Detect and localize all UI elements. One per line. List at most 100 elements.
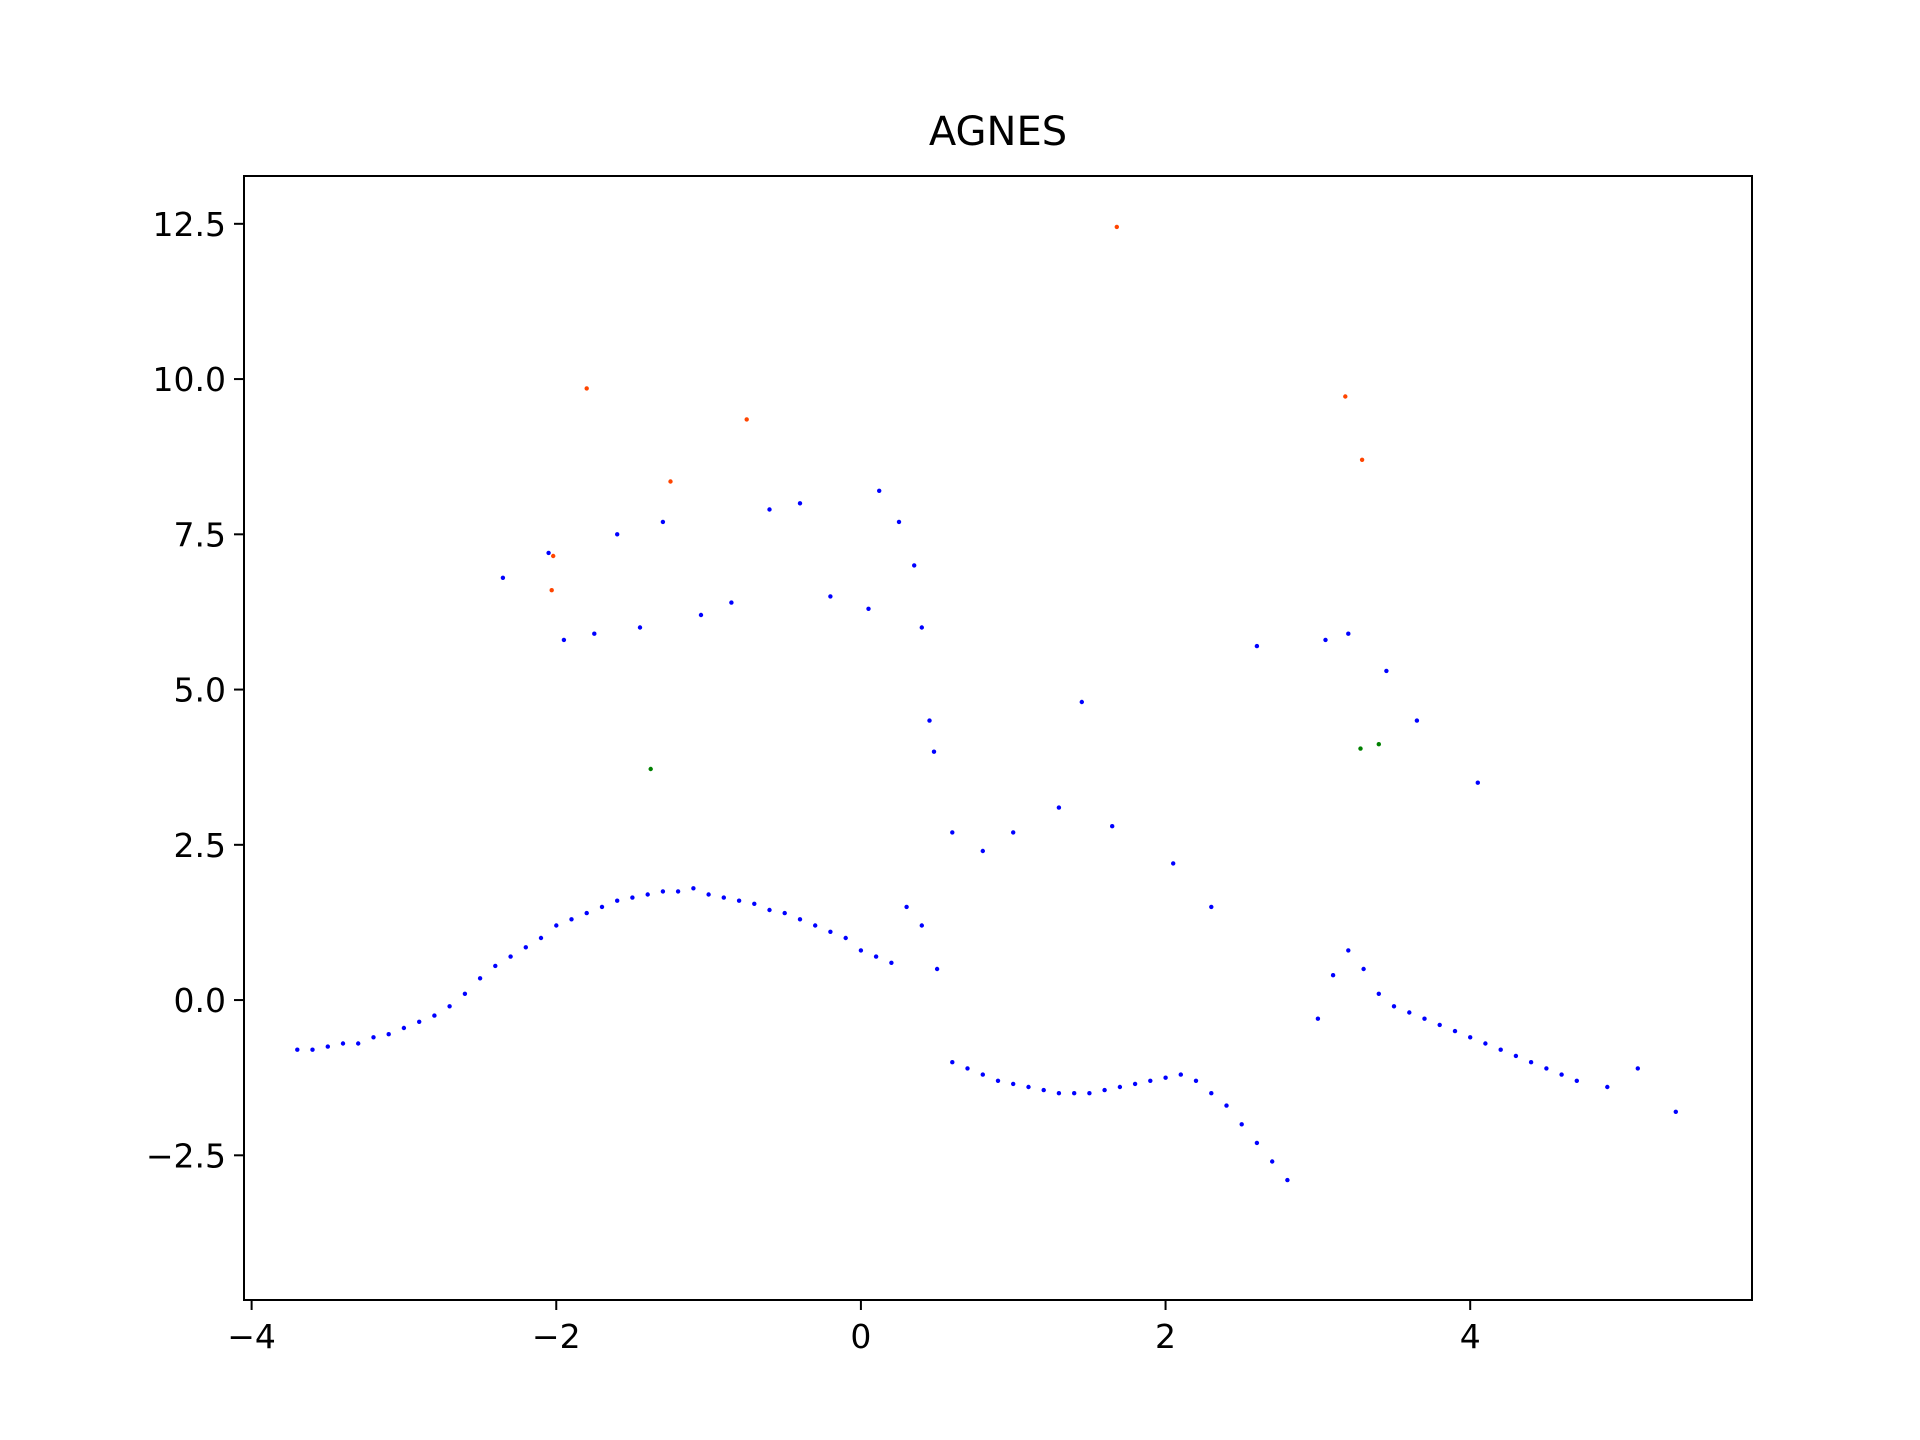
x-axis: −4 −2 0 2 4 <box>227 1300 1481 1356</box>
data-point <box>549 588 554 593</box>
data-point <box>386 1032 391 1037</box>
data-point <box>1056 805 1062 810</box>
data-point <box>675 889 681 894</box>
data-point <box>561 637 567 643</box>
data-point <box>660 889 666 894</box>
y-tick-label: 2.5 <box>174 826 226 865</box>
data-point <box>1407 1010 1412 1015</box>
data-point <box>1483 1041 1488 1046</box>
data-point <box>630 895 635 900</box>
data-point <box>1102 1087 1107 1093</box>
data-point <box>858 948 864 953</box>
data-point <box>950 1060 955 1065</box>
data-point <box>615 532 620 537</box>
y-tick-label: 5.0 <box>174 671 226 710</box>
x-tick-label: −4 <box>227 1317 276 1356</box>
data-point <box>797 917 803 922</box>
data-point <box>919 625 924 630</box>
data-point <box>1163 1075 1168 1080</box>
data-point <box>950 830 955 835</box>
data-point <box>721 895 726 900</box>
data-point <box>1498 1047 1503 1052</box>
x-tick-label: 2 <box>1155 1317 1176 1356</box>
y-tick-label: −2.5 <box>146 1136 226 1175</box>
data-point <box>843 935 848 941</box>
data-point <box>1072 1091 1077 1096</box>
data-point <box>1011 1081 1016 1087</box>
data-point <box>896 519 902 525</box>
data-point <box>1376 742 1382 747</box>
data-point <box>1193 1078 1199 1084</box>
data-point <box>828 929 833 934</box>
data-point <box>873 954 879 959</box>
data-point <box>1285 1177 1290 1183</box>
data-point <box>1079 699 1085 705</box>
data-point <box>592 631 597 636</box>
data-point <box>295 1047 300 1052</box>
data-point <box>1315 1016 1321 1021</box>
data-point <box>934 966 940 972</box>
data-point <box>912 563 917 568</box>
data-point <box>927 718 932 723</box>
data-point <box>877 488 882 493</box>
data-point <box>767 907 772 913</box>
data-point <box>866 606 871 611</box>
data-point <box>1452 1028 1458 1034</box>
data-point <box>551 553 556 559</box>
data-point <box>736 898 742 903</box>
data-point <box>447 1004 452 1009</box>
data-point <box>1132 1081 1138 1087</box>
data-point <box>615 898 620 903</box>
data-point <box>1358 746 1363 751</box>
data-point <box>1359 457 1365 462</box>
data-point <box>691 886 696 891</box>
data-point <box>1574 1078 1580 1084</box>
data-point <box>1346 631 1351 636</box>
data-point <box>584 910 589 916</box>
data-point <box>371 1035 376 1040</box>
data-point <box>417 1019 422 1024</box>
data-point <box>1376 991 1382 996</box>
data-point <box>1178 1072 1184 1077</box>
chart-title: AGNES <box>929 109 1067 155</box>
data-point <box>965 1066 970 1071</box>
data-point <box>980 848 985 854</box>
data-point <box>1254 1140 1260 1146</box>
data-point <box>813 923 818 928</box>
data-point <box>1026 1084 1031 1090</box>
data-point <box>1468 1035 1473 1040</box>
data-point <box>1513 1053 1519 1059</box>
data-point <box>584 386 589 391</box>
data-point <box>1475 780 1481 785</box>
y-tick-label: 10.0 <box>153 360 226 399</box>
data-point <box>1110 824 1115 829</box>
data-point <box>1384 668 1389 674</box>
data-point <box>1414 718 1420 723</box>
data-point <box>1041 1087 1046 1093</box>
data-point <box>500 575 506 580</box>
data-point <box>1148 1078 1153 1084</box>
data-point <box>1346 948 1351 953</box>
data-point <box>554 923 559 928</box>
data-point <box>1323 637 1328 643</box>
data-point <box>1544 1066 1549 1071</box>
data-point <box>432 1013 437 1018</box>
data-point <box>752 901 757 906</box>
data-point <box>493 963 498 969</box>
data-point <box>1528 1060 1534 1065</box>
y-tick-label: 0.0 <box>174 981 226 1020</box>
data-point <box>1437 1022 1442 1028</box>
data-point <box>904 904 909 910</box>
data-point <box>1422 1016 1427 1021</box>
data-point <box>1171 861 1176 866</box>
data-point <box>797 501 803 506</box>
data-point <box>1559 1072 1564 1077</box>
data-point <box>462 991 468 996</box>
data-point <box>310 1047 315 1052</box>
data-point <box>919 923 924 928</box>
data-point <box>931 749 937 754</box>
data-point <box>995 1078 1001 1084</box>
data-point <box>569 917 574 922</box>
data-point <box>1361 966 1366 972</box>
